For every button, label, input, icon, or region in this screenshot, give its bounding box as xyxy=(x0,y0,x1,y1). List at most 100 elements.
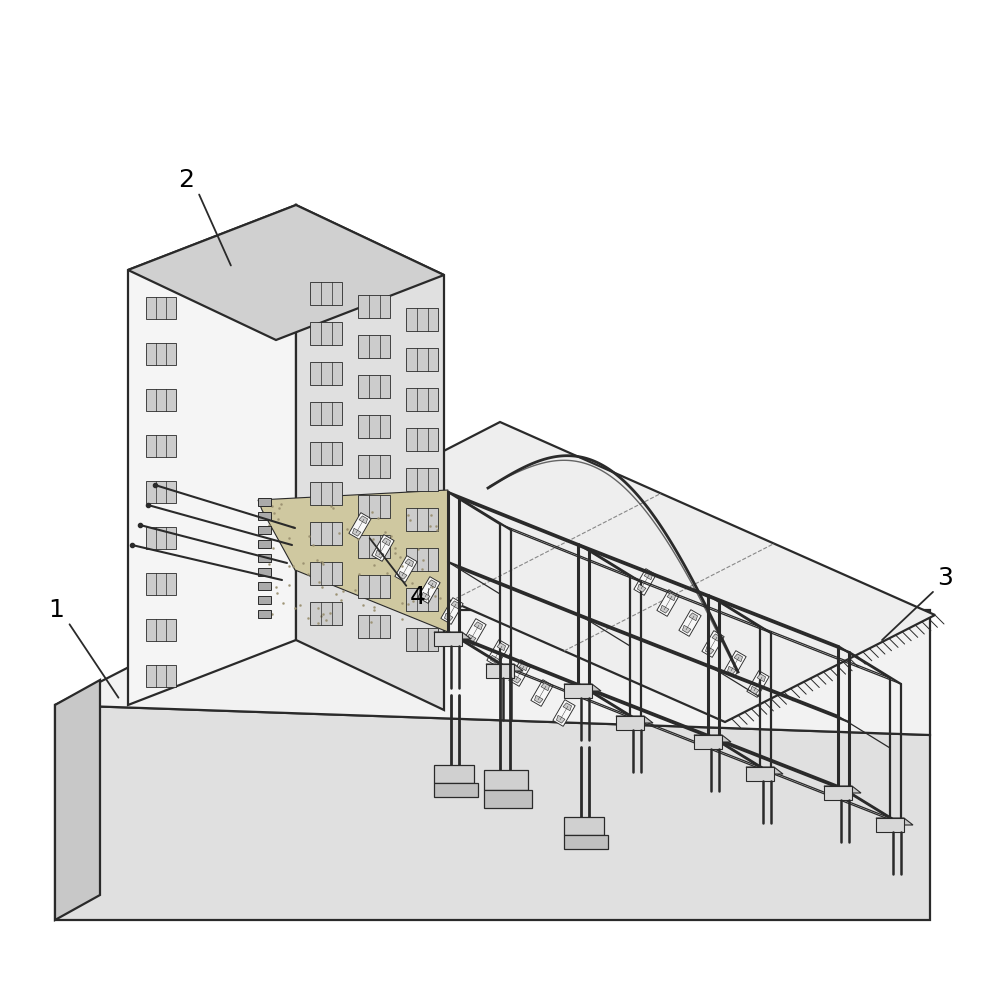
Bar xyxy=(310,442,342,465)
Polygon shape xyxy=(257,490,447,632)
Polygon shape xyxy=(352,528,361,536)
Polygon shape xyxy=(693,735,731,742)
Polygon shape xyxy=(257,498,270,506)
Polygon shape xyxy=(875,818,912,825)
Polygon shape xyxy=(405,559,414,567)
Polygon shape xyxy=(463,619,486,645)
Polygon shape xyxy=(734,654,742,662)
Bar xyxy=(310,522,342,545)
Polygon shape xyxy=(490,655,498,663)
Polygon shape xyxy=(656,590,679,616)
Text: 4: 4 xyxy=(410,585,425,609)
Bar xyxy=(406,628,437,651)
Polygon shape xyxy=(257,512,270,520)
Polygon shape xyxy=(660,605,668,613)
Polygon shape xyxy=(375,550,384,558)
Polygon shape xyxy=(678,610,701,636)
Bar xyxy=(358,375,390,398)
Polygon shape xyxy=(433,632,461,646)
Bar xyxy=(358,575,390,598)
Bar xyxy=(146,619,176,641)
Polygon shape xyxy=(257,568,270,576)
Polygon shape xyxy=(257,610,270,618)
Polygon shape xyxy=(633,569,655,595)
Bar xyxy=(146,573,176,595)
Polygon shape xyxy=(485,664,523,671)
Polygon shape xyxy=(756,674,764,682)
Bar xyxy=(406,348,437,371)
Polygon shape xyxy=(257,526,270,534)
Bar xyxy=(146,435,176,457)
Polygon shape xyxy=(615,716,643,730)
Bar xyxy=(406,308,437,331)
Polygon shape xyxy=(289,422,934,722)
Polygon shape xyxy=(643,572,652,580)
Polygon shape xyxy=(637,584,645,592)
Polygon shape xyxy=(444,613,452,621)
Polygon shape xyxy=(483,790,532,808)
Polygon shape xyxy=(433,765,473,783)
Polygon shape xyxy=(512,675,521,683)
Polygon shape xyxy=(556,715,565,723)
Polygon shape xyxy=(483,770,528,790)
Polygon shape xyxy=(433,632,470,639)
Bar xyxy=(146,389,176,411)
Polygon shape xyxy=(359,516,367,524)
Text: 2: 2 xyxy=(178,168,194,192)
Polygon shape xyxy=(723,651,746,677)
Polygon shape xyxy=(382,538,391,546)
Polygon shape xyxy=(257,582,270,590)
Polygon shape xyxy=(295,205,443,710)
Bar xyxy=(146,481,176,503)
Polygon shape xyxy=(427,580,436,588)
Polygon shape xyxy=(746,767,773,781)
Bar xyxy=(358,495,390,518)
Polygon shape xyxy=(257,540,270,548)
Bar xyxy=(146,297,176,319)
Polygon shape xyxy=(823,786,860,793)
Polygon shape xyxy=(55,680,100,920)
Bar xyxy=(406,508,437,531)
Polygon shape xyxy=(705,646,714,654)
Bar xyxy=(310,482,342,505)
Polygon shape xyxy=(508,660,531,686)
Bar xyxy=(310,322,342,345)
Bar xyxy=(406,428,437,451)
Polygon shape xyxy=(486,640,509,666)
Polygon shape xyxy=(531,680,553,706)
Polygon shape xyxy=(682,625,690,633)
Bar xyxy=(310,402,342,425)
Polygon shape xyxy=(553,700,575,726)
Polygon shape xyxy=(519,663,527,671)
Bar xyxy=(406,588,437,611)
Bar xyxy=(310,282,342,305)
Polygon shape xyxy=(823,786,851,800)
Polygon shape xyxy=(534,695,543,703)
Bar xyxy=(310,362,342,385)
Polygon shape xyxy=(688,613,697,621)
Polygon shape xyxy=(450,601,459,609)
Polygon shape xyxy=(398,571,407,579)
Bar xyxy=(358,295,390,318)
Bar xyxy=(358,535,390,558)
Polygon shape xyxy=(349,513,371,539)
Polygon shape xyxy=(55,705,929,920)
Polygon shape xyxy=(257,596,270,604)
Polygon shape xyxy=(564,684,600,691)
Polygon shape xyxy=(433,783,477,797)
Polygon shape xyxy=(701,631,724,657)
Polygon shape xyxy=(55,610,929,735)
Polygon shape xyxy=(564,817,603,835)
Polygon shape xyxy=(541,683,549,691)
Text: 1: 1 xyxy=(48,598,64,622)
Polygon shape xyxy=(485,664,514,678)
Polygon shape xyxy=(421,592,429,600)
Polygon shape xyxy=(467,634,475,642)
Polygon shape xyxy=(712,634,720,642)
Bar xyxy=(146,665,176,687)
Polygon shape xyxy=(372,535,394,561)
Bar xyxy=(358,335,390,358)
Bar xyxy=(406,468,437,491)
Polygon shape xyxy=(257,554,270,562)
Polygon shape xyxy=(746,767,782,774)
